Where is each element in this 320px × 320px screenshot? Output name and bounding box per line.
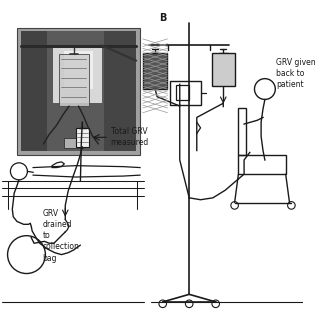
Bar (17, 28, 140, 155)
Bar (104, 31, 136, 151)
Bar (64, 51, 93, 89)
Bar (59, 54, 89, 106)
Bar (238, 155, 286, 174)
Text: Total GRV
measured: Total GRV measured (111, 127, 149, 147)
Bar (212, 52, 235, 86)
Bar (176, 85, 189, 100)
Bar (21, 31, 47, 151)
Bar (238, 108, 246, 155)
Text: B: B (159, 13, 166, 23)
Bar (64, 138, 83, 148)
Text: GRV
drained
to
collection
bag: GRV drained to collection bag (43, 209, 79, 263)
Bar (53, 46, 102, 103)
Text: GRV given
back to
patient: GRV given back to patient (276, 58, 316, 89)
Bar (170, 81, 201, 105)
Bar (21, 31, 136, 151)
Bar (76, 128, 89, 147)
Bar (143, 53, 167, 89)
